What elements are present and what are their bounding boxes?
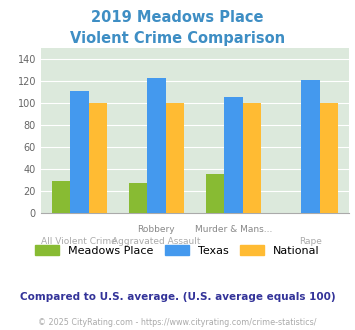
Bar — [89, 103, 107, 213]
Text: Rape: Rape — [299, 237, 322, 246]
Bar — [206, 174, 224, 213]
Text: All Violent Crime: All Violent Crime — [42, 237, 117, 246]
Text: Aggravated Assault: Aggravated Assault — [112, 237, 201, 246]
Bar — [51, 181, 70, 213]
Bar — [70, 91, 89, 213]
Text: Murder & Mans...: Murder & Mans... — [195, 225, 272, 234]
Bar — [243, 103, 261, 213]
Bar — [147, 78, 166, 213]
Text: Robbery: Robbery — [138, 225, 175, 234]
Bar — [224, 97, 243, 213]
Bar — [320, 103, 338, 213]
Bar — [166, 103, 184, 213]
Text: Compared to U.S. average. (U.S. average equals 100): Compared to U.S. average. (U.S. average … — [20, 292, 335, 302]
Text: Violent Crime Comparison: Violent Crime Comparison — [70, 31, 285, 46]
Text: 2019 Meadows Place: 2019 Meadows Place — [91, 10, 264, 25]
Text: © 2025 CityRating.com - https://www.cityrating.com/crime-statistics/: © 2025 CityRating.com - https://www.city… — [38, 318, 317, 327]
Legend: Meadows Place, Texas, National: Meadows Place, Texas, National — [31, 241, 324, 260]
Bar — [129, 183, 147, 213]
Bar — [301, 80, 320, 213]
